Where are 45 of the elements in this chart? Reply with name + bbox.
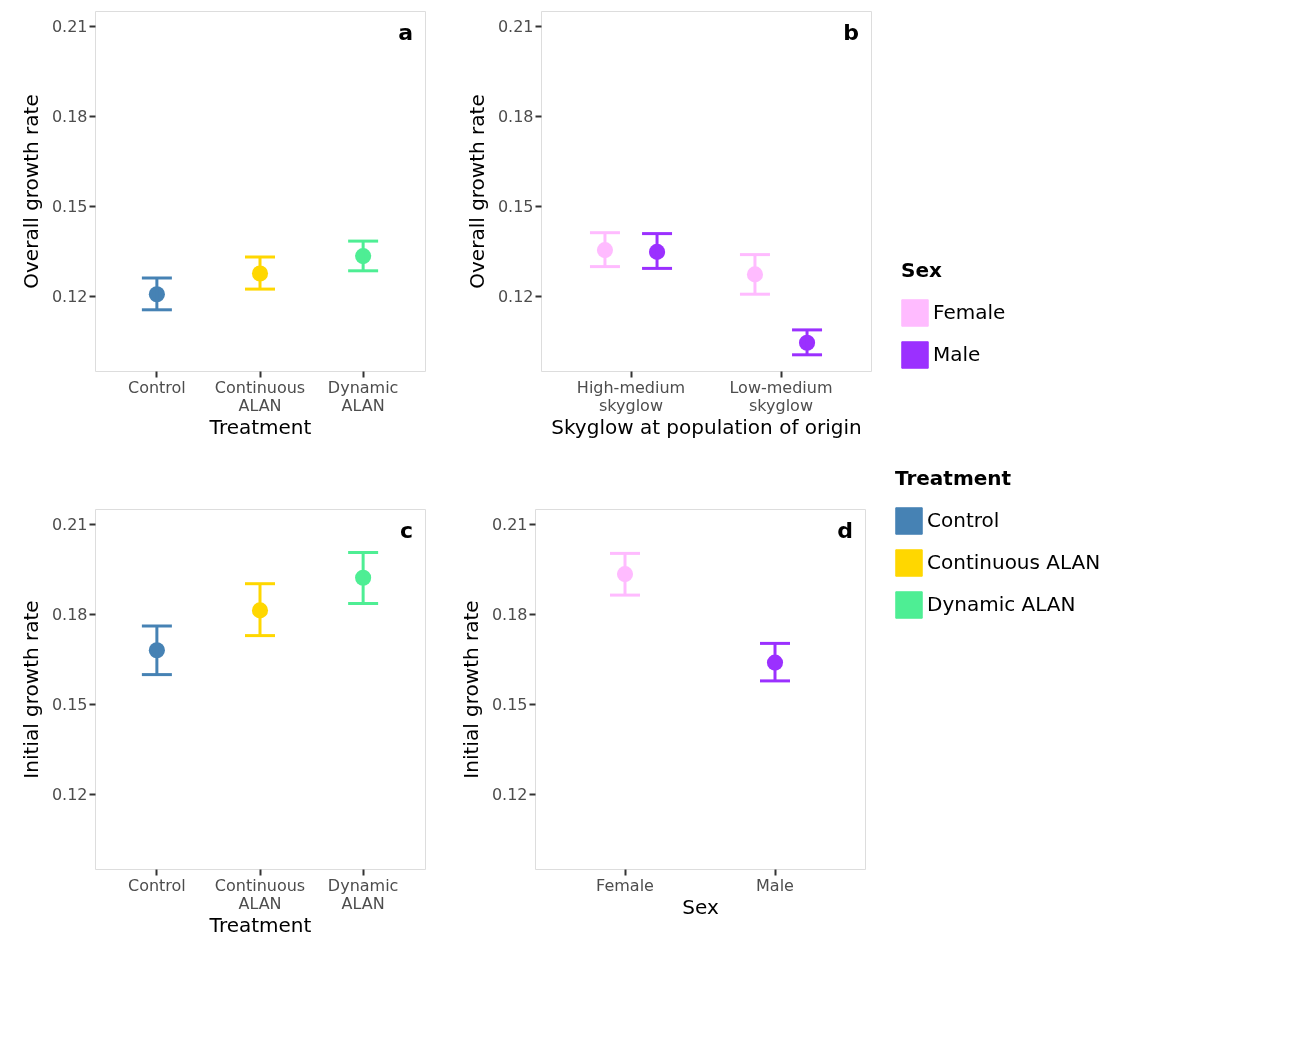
x-tick-label: Female (596, 875, 654, 895)
x-axis-title: Sex (682, 894, 719, 919)
chart-title: a (398, 20, 413, 45)
y-axis-title: Overall growth rate (18, 94, 43, 289)
x-axis-title: Treatment (208, 414, 312, 439)
x-tick-label: Control (127, 875, 186, 895)
y-tick-label: 0.21 (51, 514, 88, 534)
y-axis-title: Initial growth rate (18, 600, 43, 779)
legend-label: Control (927, 508, 1000, 532)
x-tick-label: Dynamic ALAN (327, 377, 399, 415)
y-axis-title: Initial growth rate (458, 600, 483, 779)
y-tick-label: 0.15 (51, 694, 88, 714)
y-tick-label: 0.21 (497, 16, 534, 36)
chart-title: c (399, 518, 413, 543)
y-tick-label: 0.15 (491, 694, 528, 714)
x-tick-label: Continuous ALAN (214, 875, 306, 913)
y-axis-title: Overall growth rate (464, 94, 489, 289)
legend-title: Sex (901, 258, 942, 282)
y-tick-label: 0.21 (51, 16, 88, 36)
y-tick-label: 0.12 (51, 784, 88, 804)
x-tick-label: Control (127, 377, 186, 397)
x-axis-title: Skyglow at population of origin (551, 414, 862, 439)
legend-label: Continuous ALAN (927, 550, 1101, 574)
y-tick-label: 0.12 (51, 286, 88, 306)
y-tick-label: 0.18 (491, 604, 528, 624)
legend-label: Female (933, 300, 1006, 324)
x-tick-label: Dynamic ALAN (327, 875, 399, 913)
legend-title: Treatment (895, 466, 1012, 490)
x-tick-label: High-medium skyglow (576, 377, 686, 415)
x-tick-label: Male (756, 875, 794, 895)
y-tick-label: 0.18 (51, 106, 88, 126)
y-tick-label: 0.15 (497, 196, 534, 216)
y-tick-label: 0.18 (497, 106, 534, 126)
y-tick-label: 0.18 (51, 604, 88, 624)
legend-label: Dynamic ALAN (927, 592, 1076, 616)
chart-title: b (843, 20, 859, 45)
y-tick-label: 0.15 (51, 196, 88, 216)
x-axis-title: Treatment (208, 912, 312, 937)
legend-label: Male (933, 342, 981, 366)
y-tick-label: 0.12 (491, 784, 528, 804)
x-tick-label: Low-medium skyglow (729, 377, 833, 415)
y-tick-label: 0.21 (491, 514, 528, 534)
chart-title: d (837, 518, 853, 543)
x-tick-label: Continuous ALAN (214, 377, 306, 415)
y-tick-label: 0.12 (497, 286, 534, 306)
